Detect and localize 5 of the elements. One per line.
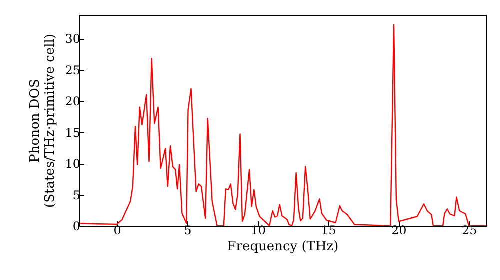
x-axis-title: Frequency (THz) [227,240,339,254]
line-series [80,24,486,226]
y-tick-label: 25 [65,63,80,78]
y-tick-label: 15 [65,126,80,140]
y-axis-title: Phonon DOS (States/THz·primitive cell) [28,34,58,208]
